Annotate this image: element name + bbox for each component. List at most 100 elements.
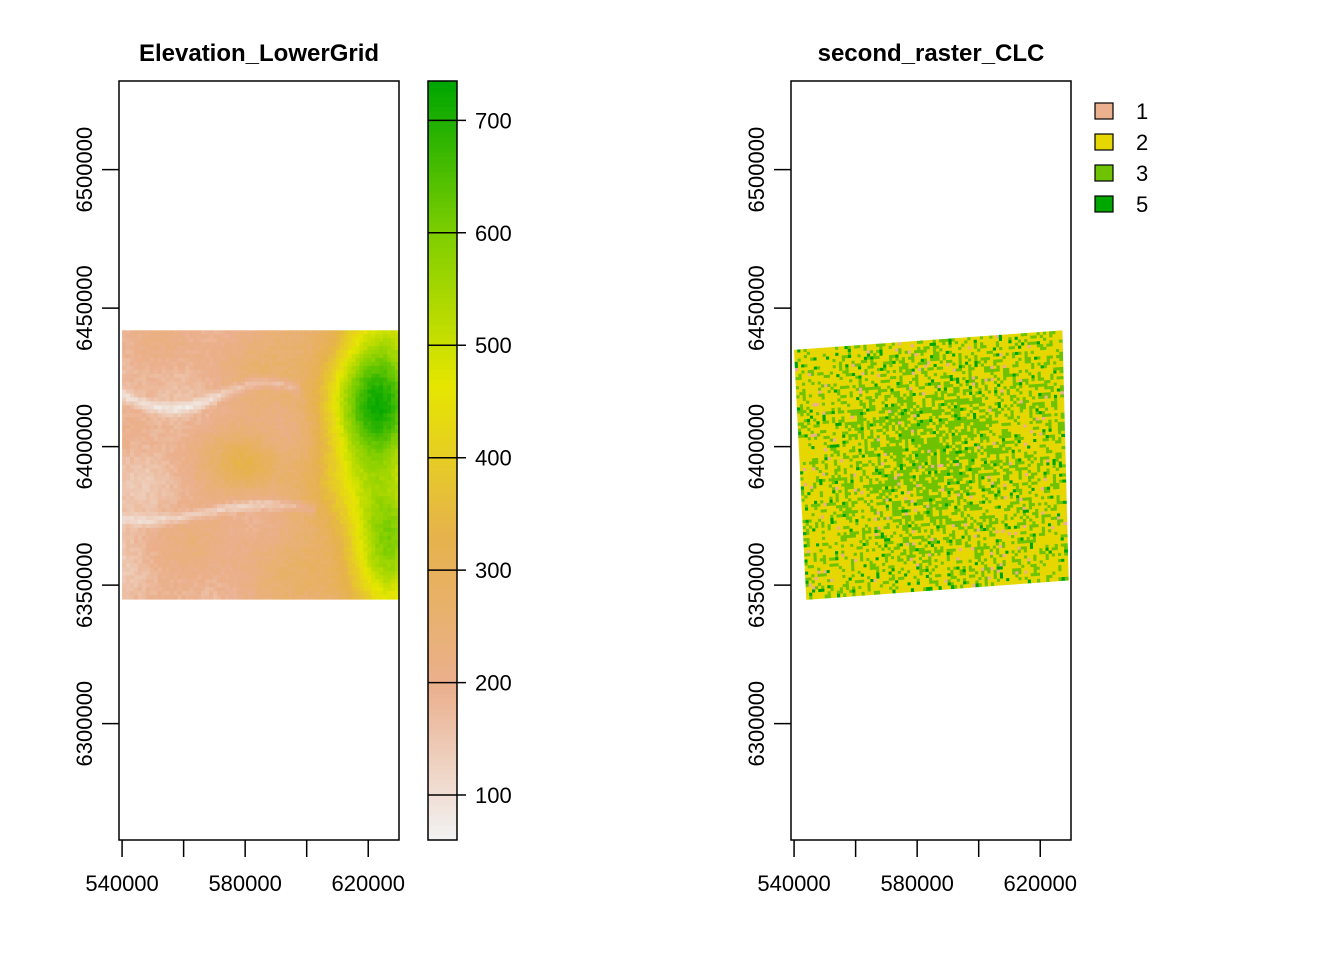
- elevation-cell: [371, 591, 376, 596]
- elevation-cell: [232, 452, 238, 458]
- elevation-cell: [327, 421, 333, 426]
- elevation-cell: [284, 409, 289, 414]
- elevation-cell: [252, 409, 258, 414]
- elevation-cell: [248, 587, 254, 592]
- elevation-cell: [387, 551, 392, 557]
- elevation-cell: [153, 595, 159, 600]
- elevation-cell: [308, 421, 313, 426]
- elevation-cell: [165, 527, 171, 533]
- elevation-cell: [327, 456, 333, 462]
- elevation-cell: [232, 361, 238, 367]
- elevation-cell: [145, 464, 151, 470]
- elevation-cell: [248, 405, 254, 410]
- elevation-cell: [391, 365, 396, 371]
- elevation-cell: [387, 488, 392, 493]
- elevation-cell: [296, 571, 301, 576]
- elevation-cell: [228, 563, 234, 568]
- elevation-cell: [315, 346, 321, 351]
- elevation-cell: [193, 567, 198, 572]
- elevation-cell: [335, 595, 341, 600]
- elevation-cell: [197, 496, 202, 501]
- elevation-cell: [173, 472, 179, 478]
- elevation-cell: [228, 405, 234, 410]
- elevation-cell: [327, 543, 333, 549]
- elevation-cell: [149, 401, 155, 406]
- elevation-cell: [363, 334, 368, 339]
- elevation-cell: [129, 587, 135, 592]
- elevation-cell: [351, 389, 357, 395]
- elevation-cell: [367, 433, 372, 438]
- elevation-cell: [300, 365, 305, 371]
- elevation-cell: [276, 456, 281, 462]
- elevation-cell: [383, 350, 388, 355]
- elevation-cell: [387, 527, 392, 533]
- elevation-cell: [240, 488, 246, 493]
- elevation-cell: [391, 381, 396, 387]
- elevation-cell: [335, 523, 341, 529]
- elevation-cell: [347, 519, 353, 525]
- elevation-cell: [157, 504, 163, 509]
- elevation-cell: [331, 369, 337, 375]
- elevation-cell: [343, 480, 349, 486]
- elevation-cell: [300, 417, 305, 422]
- elevation-cell: [149, 405, 155, 410]
- elevation-cell: [359, 527, 364, 533]
- elevation-cell: [367, 488, 372, 493]
- elevation-cell: [315, 512, 321, 517]
- elevation-cell: [367, 492, 372, 497]
- elevation-cell: [244, 504, 250, 509]
- elevation-cell: [205, 409, 210, 414]
- elevation-cell: [335, 389, 341, 395]
- elevation-cell: [363, 595, 368, 600]
- elevation-cell: [347, 504, 353, 509]
- elevation-cell: [319, 535, 325, 541]
- elevation-cell: [133, 539, 139, 545]
- elevation-cell: [169, 397, 175, 403]
- elevation-cell: [240, 385, 246, 391]
- elevation-cell: [220, 460, 226, 466]
- elevation-cell: [145, 334, 151, 339]
- elevation-cell: [367, 452, 372, 458]
- elevation-cell: [149, 563, 155, 568]
- elevation-cell: [224, 567, 230, 572]
- elevation-cell: [197, 527, 202, 533]
- elevation-cell: [347, 460, 353, 466]
- elevation-cell: [379, 409, 384, 414]
- elevation-cell: [224, 381, 230, 387]
- elevation-cell: [363, 519, 368, 525]
- elevation-cell: [339, 531, 345, 537]
- elevation-cell: [213, 587, 218, 592]
- elevation-cell: [280, 523, 285, 529]
- elevation-cell: [300, 464, 305, 470]
- elevation-cell: [304, 377, 309, 383]
- elevation-cell: [383, 330, 388, 335]
- elevation-cell: [153, 448, 159, 454]
- elevation-cell: [268, 480, 274, 486]
- elevation-cell: [220, 488, 226, 493]
- elevation-cell: [260, 330, 266, 335]
- elevation-cell: [379, 350, 384, 355]
- elevation-cell: [276, 547, 281, 553]
- elevation-cell: [304, 595, 309, 600]
- elevation-cell: [252, 421, 258, 426]
- elevation-cell: [161, 373, 167, 379]
- elevation-cell: [137, 508, 143, 513]
- elevation-cell: [304, 472, 309, 478]
- elevation-cell: [126, 444, 131, 450]
- elevation-cell: [157, 575, 163, 580]
- elevation-cell: [347, 555, 353, 561]
- elevation-cell: [145, 472, 151, 478]
- elevation-cell: [375, 361, 380, 367]
- elevation-cell: [185, 519, 190, 525]
- elevation-cell: [201, 429, 206, 434]
- elevation-cell: [292, 575, 297, 580]
- elevation-cell: [268, 346, 274, 351]
- elevation-cell: [284, 338, 289, 343]
- elevation-cell: [189, 425, 194, 430]
- elevation-cell: [268, 413, 274, 418]
- elevation-cell: [244, 421, 250, 426]
- colorbar-segment: [428, 111, 457, 118]
- elevation-cell: [133, 385, 139, 391]
- elevation-cell: [189, 460, 194, 466]
- elevation-cell: [292, 480, 297, 486]
